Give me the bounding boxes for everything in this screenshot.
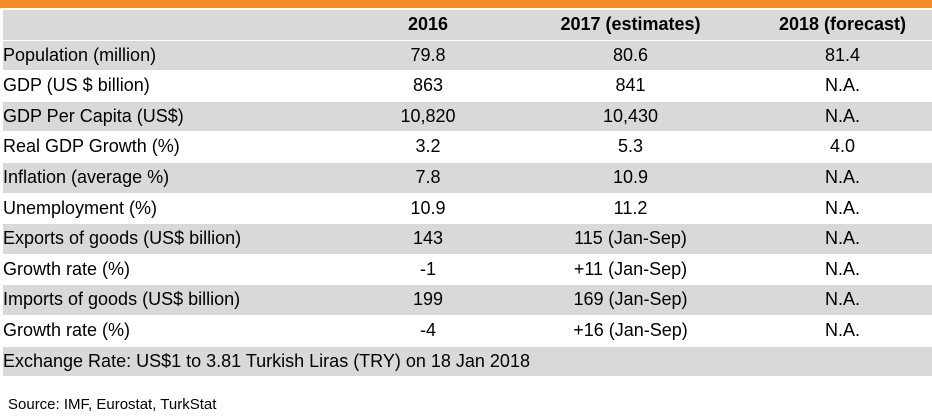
- value-2017: +16 (Jan-Sep): [508, 315, 753, 346]
- value-2016: 143: [348, 224, 508, 254]
- value-2016: 7.8: [348, 162, 508, 193]
- value-2017: 10,430: [508, 101, 753, 132]
- header-cell-empty: [3, 10, 348, 40]
- value-2016: -4: [348, 315, 508, 346]
- value-2016: 10,820: [348, 101, 508, 132]
- table-row: GDP (US $ billion) 863 841 N.A.: [3, 71, 932, 101]
- value-2018: N.A.: [753, 101, 932, 132]
- value-2016: 10.9: [348, 193, 508, 224]
- value-2017: 841: [508, 71, 753, 101]
- value-2018: N.A.: [753, 315, 932, 346]
- value-2018: N.A.: [753, 224, 932, 254]
- value-2018: 81.4: [753, 40, 932, 71]
- table-row: Imports of goods (US$ billion) 199 169 (…: [3, 285, 932, 315]
- economic-indicators-table: 2016 2017 (estimates) 2018 (forecast) Po…: [3, 9, 932, 377]
- table-header-row: 2016 2017 (estimates) 2018 (forecast): [3, 10, 932, 40]
- value-2016: 199: [348, 285, 508, 315]
- value-2016: 3.2: [348, 132, 508, 162]
- header-cell-2018: 2018 (forecast): [753, 10, 932, 40]
- row-label: Imports of goods (US$ billion): [3, 285, 348, 315]
- value-2017: 5.3: [508, 132, 753, 162]
- row-label: Real GDP Growth (%): [3, 132, 348, 162]
- value-2016: -1: [348, 254, 508, 285]
- header-cell-2016: 2016: [348, 10, 508, 40]
- value-2017: 10.9: [508, 162, 753, 193]
- exchange-rate-note: Exchange Rate: US$1 to 3.81 Turkish Lira…: [3, 346, 932, 377]
- table-row: Real GDP Growth (%) 3.2 5.3 4.0: [3, 132, 932, 162]
- exchange-rate-row: Exchange Rate: US$1 to 3.81 Turkish Lira…: [3, 346, 932, 377]
- row-label: GDP (US $ billion): [3, 71, 348, 101]
- value-2018: N.A.: [753, 71, 932, 101]
- table-row: Unemployment (%) 10.9 11.2 N.A.: [3, 193, 932, 224]
- table-row: Inflation (average %) 7.8 10.9 N.A.: [3, 162, 932, 193]
- value-2017: 80.6: [508, 40, 753, 71]
- header-cell-2017: 2017 (estimates): [508, 10, 753, 40]
- row-label: Growth rate (%): [3, 315, 348, 346]
- value-2018: N.A.: [753, 162, 932, 193]
- value-2018: N.A.: [753, 285, 932, 315]
- value-2017: 115 (Jan-Sep): [508, 224, 753, 254]
- row-label: Population (million): [3, 40, 348, 71]
- value-2017: 11.2: [508, 193, 753, 224]
- row-label: Growth rate (%): [3, 254, 348, 285]
- table-row: Exports of goods (US$ billion) 143 115 (…: [3, 224, 932, 254]
- row-label: Inflation (average %): [3, 162, 348, 193]
- table-row: Growth rate (%) -4 +16 (Jan-Sep) N.A.: [3, 315, 932, 346]
- value-2018: N.A.: [753, 254, 932, 285]
- source-note: Source: IMF, Eurostat, TurkStat: [8, 396, 217, 413]
- table-row: GDP Per Capita (US$) 10,820 10,430 N.A.: [3, 101, 932, 132]
- value-2017: 169 (Jan-Sep): [508, 285, 753, 315]
- value-2016: 79.8: [348, 40, 508, 71]
- accent-bar: [0, 0, 932, 8]
- row-label: Exports of goods (US$ billion): [3, 224, 348, 254]
- value-2016: 863: [348, 71, 508, 101]
- row-label: GDP Per Capita (US$): [3, 101, 348, 132]
- value-2018: 4.0: [753, 132, 932, 162]
- table-row: Population (million) 79.8 80.6 81.4: [3, 40, 932, 71]
- value-2018: N.A.: [753, 193, 932, 224]
- value-2017: +11 (Jan-Sep): [508, 254, 753, 285]
- table-row: Growth rate (%) -1 +11 (Jan-Sep) N.A.: [3, 254, 932, 285]
- row-label: Unemployment (%): [3, 193, 348, 224]
